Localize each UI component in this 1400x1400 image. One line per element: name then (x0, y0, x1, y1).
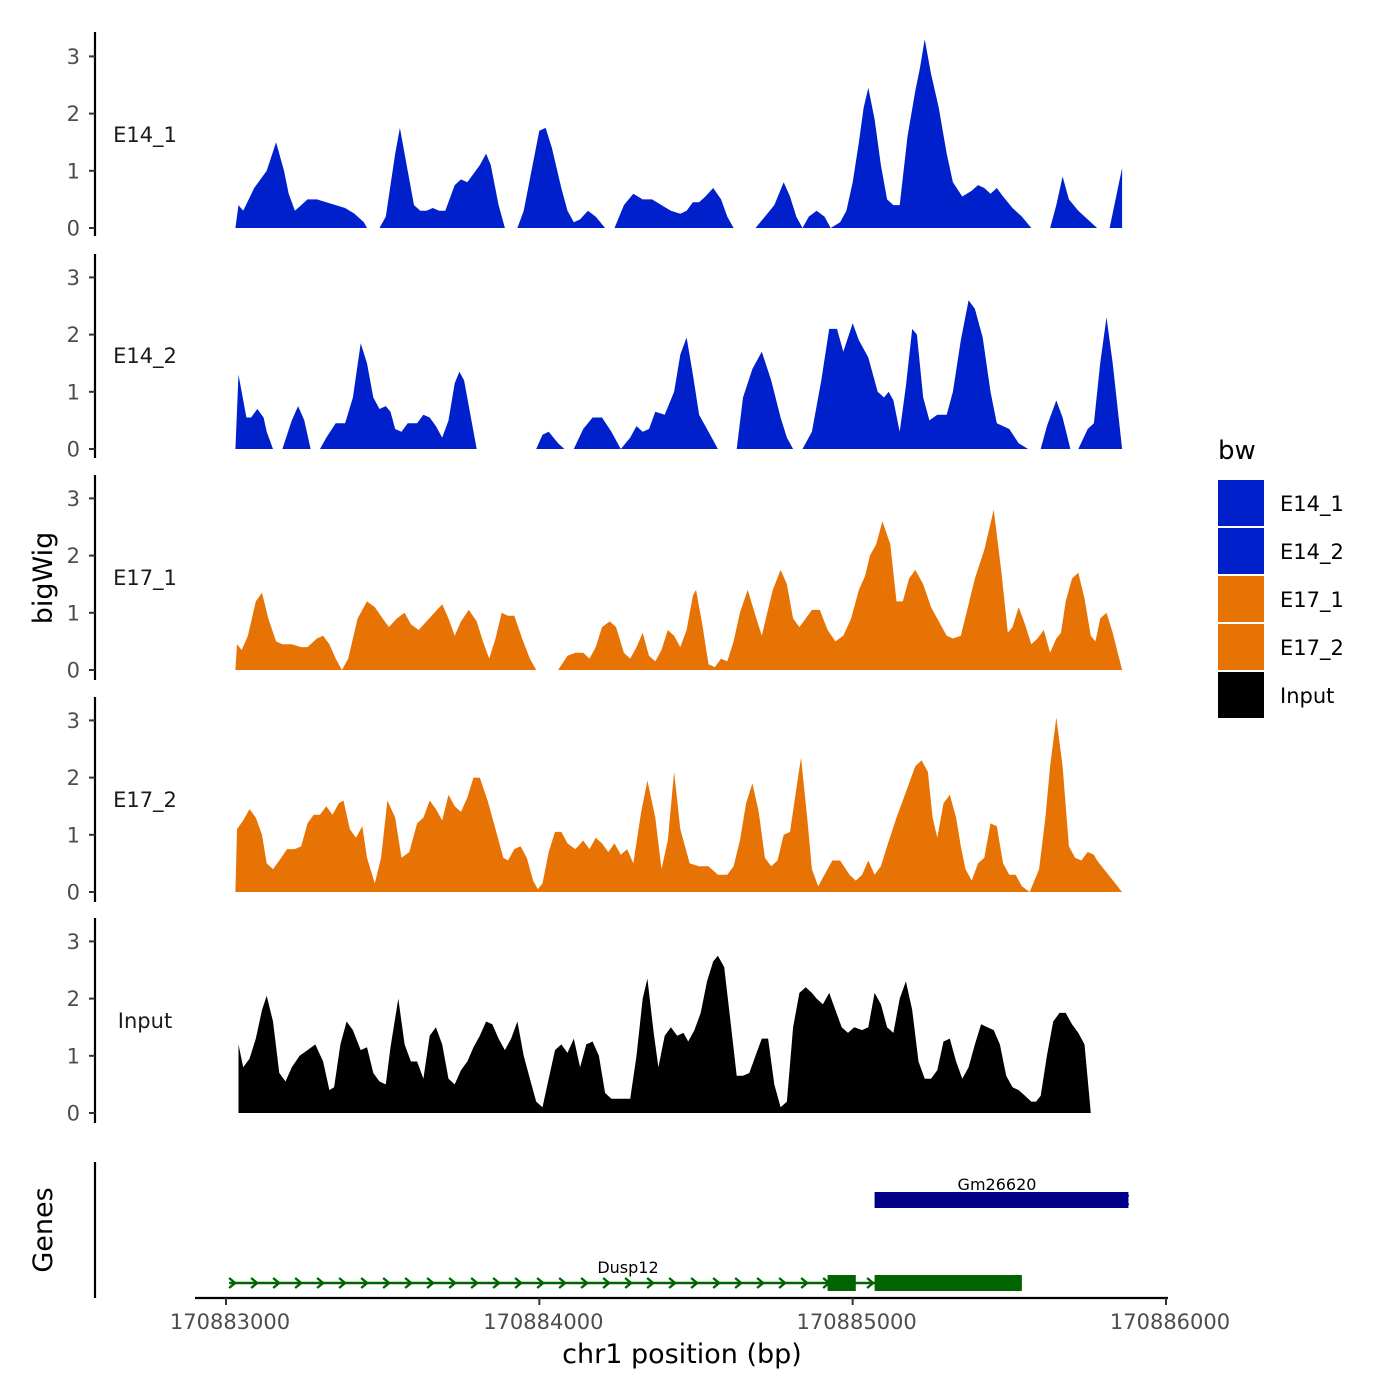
gene-models: Gm26620 Dusp12 (228, 1175, 1130, 1291)
strand-chevron (866, 1277, 876, 1289)
x-tick-label: 170884000 (483, 1310, 603, 1334)
strand-chevron (624, 1277, 634, 1289)
strand-chevron (800, 1277, 810, 1289)
x-tick-label: 170885000 (797, 1310, 917, 1334)
x-axis: 170883000 170884000 170885000 170886000 (170, 1296, 1230, 1334)
strand-chevron (316, 1277, 326, 1289)
strand-chevron (404, 1277, 414, 1289)
legend: bw E14_1 E14_2 E17_1 E17_2 Input (1218, 436, 1344, 718)
legend-label-e14-1: E14_1 (1280, 492, 1344, 517)
strand-chevron (778, 1277, 788, 1289)
strand-chevron (228, 1277, 238, 1289)
strand-chevron (360, 1277, 370, 1289)
y-tick-label: 0 (67, 217, 80, 241)
y-tick-label: 0 (67, 881, 80, 905)
y-tick-label: 2 (67, 102, 80, 126)
track-panel-e14-1: 0 1 2 3 E14_1 (67, 32, 1123, 241)
legend-label-e14-2: E14_2 (1280, 540, 1344, 565)
strand-chevron (734, 1277, 744, 1289)
strand-chevron (558, 1277, 568, 1289)
track-label-e17-1: E17_1 (113, 566, 177, 591)
strand-chevron (646, 1277, 656, 1289)
strand-chevron (272, 1277, 282, 1289)
gene-gm26620: Gm26620 (874, 1175, 1130, 1208)
x-tick-label: 170883000 (170, 1310, 290, 1334)
legend-entries: E14_1 E14_2 E17_1 E17_2 Input (1218, 480, 1344, 718)
legend-label-input: Input (1280, 684, 1334, 708)
legend-key-e14-1 (1218, 480, 1264, 526)
track-label-e14-1: E14_1 (113, 123, 177, 148)
gene-exon (827, 1275, 856, 1291)
gene-exon (874, 1192, 1129, 1208)
y-tick-label: 3 (67, 487, 80, 511)
strand-chevron (690, 1277, 700, 1289)
strand-chevron (580, 1277, 590, 1289)
strand-chevron (602, 1277, 612, 1289)
track-panel-e14-2: 0 1 2 3 E14_2 (67, 254, 1123, 462)
strand-chevron (470, 1277, 480, 1289)
legend-key-e17-2 (1218, 624, 1264, 670)
legend-label-e17-1: E17_1 (1280, 588, 1344, 613)
track-panel-input: 0 1 2 3 Input (67, 918, 1123, 1126)
signal-area-e17-1 (235, 509, 1123, 670)
y-tick-label: 2 (67, 766, 80, 790)
y-tick-label: 0 (67, 659, 80, 683)
y-tick-label: 3 (67, 45, 80, 69)
genes-panel: Genes Gm26620 Dusp12 (28, 1162, 1130, 1298)
y-axis-title: bigWig (28, 532, 59, 625)
y-tick-label: 2 (67, 323, 80, 347)
signal-area-e17-2 (235, 717, 1123, 892)
y-tick-label: 2 (67, 987, 80, 1011)
y-tick-label: 1 (67, 159, 80, 183)
strand-chevron (492, 1277, 502, 1289)
track-label-e14-2: E14_2 (113, 344, 177, 369)
y-tick-label: 1 (67, 380, 80, 404)
genes-axis-title: Genes (28, 1187, 59, 1272)
strand-chevron (712, 1277, 722, 1289)
strand-chevron (668, 1277, 678, 1289)
track-label-input: Input (118, 1009, 172, 1033)
signal-area-e14-2 (235, 300, 1123, 449)
strand-chevron (756, 1277, 766, 1289)
y-tick-label: 1 (67, 1044, 80, 1068)
strand-chevron (514, 1277, 524, 1289)
legend-key-input (1218, 672, 1264, 718)
strand-chevron (250, 1277, 260, 1289)
y-tick-label: 0 (67, 438, 80, 462)
legend-key-e17-1 (1218, 576, 1264, 622)
gene-dusp12: Dusp12 (228, 1258, 1022, 1291)
y-tick-label: 2 (67, 544, 80, 568)
strand-chevron (426, 1277, 436, 1289)
x-tick-label: 170886000 (1110, 1310, 1230, 1334)
gene-label: Gm26620 (958, 1175, 1037, 1194)
signal-area-e14-1 (235, 39, 1123, 229)
gene-exon (874, 1275, 1022, 1291)
y-tick-label: 0 (67, 1102, 80, 1126)
strand-chevron (448, 1277, 458, 1289)
legend-key-e14-2 (1218, 528, 1264, 574)
strand-chevron (536, 1277, 546, 1289)
track-panels: 0 1 2 3 E14_1 0 1 2 3 E14_2 0 1 2 3 E17_1 0 1 2 3 E17_2 0 1 2 3… (67, 32, 1123, 1126)
strand-chevron (338, 1277, 348, 1289)
track-panel-e17-2: 0 1 2 3 E17_2 (67, 697, 1123, 905)
strand-chevron (382, 1277, 392, 1289)
y-tick-label: 1 (67, 601, 80, 625)
gene-label: Dusp12 (597, 1258, 658, 1277)
y-tick-label: 1 (67, 823, 80, 847)
x-axis-title: chr1 position (bp) (562, 1339, 802, 1370)
track-label-e17-2: E17_2 (113, 788, 177, 813)
legend-label-e17-2: E17_2 (1280, 636, 1344, 661)
y-tick-label: 3 (67, 709, 80, 733)
signal-area-input (238, 955, 1123, 1113)
track-panel-e17-1: 0 1 2 3 E17_1 (67, 475, 1123, 683)
legend-title: bw (1218, 436, 1256, 466)
strand-chevron (294, 1277, 304, 1289)
y-tick-label: 3 (67, 266, 80, 290)
y-tick-label: 3 (67, 930, 80, 954)
